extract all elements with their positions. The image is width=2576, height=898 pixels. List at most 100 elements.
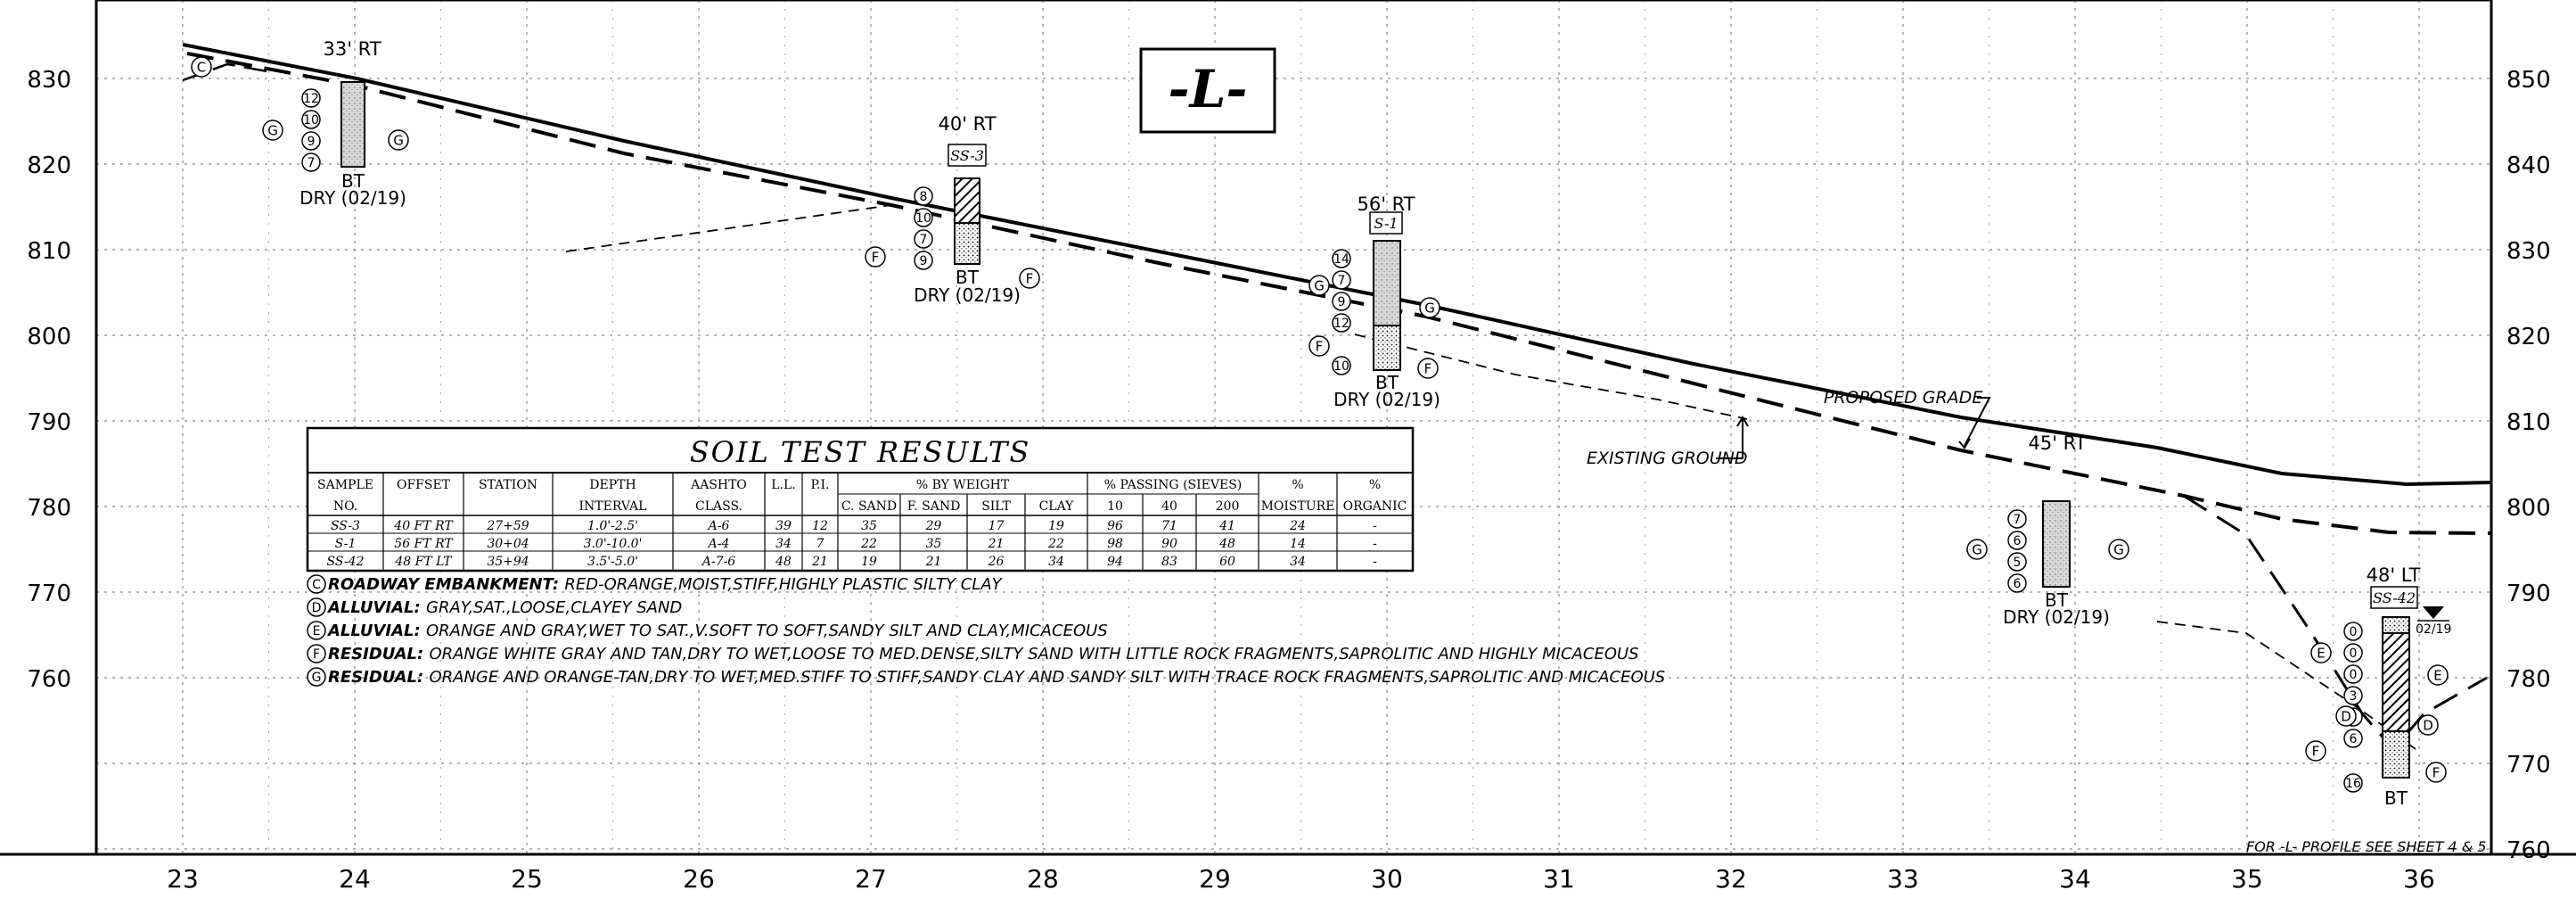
existing-ground-arrow	[1736, 416, 1749, 427]
boring-water: DRY (02/19)	[2003, 606, 2110, 628]
blow-count-circle	[2343, 773, 2363, 793]
table-cell: 96	[1107, 519, 1123, 533]
table-cell: SS-42	[327, 555, 365, 569]
left-elevation-axis: 830 820 810 800 790 780 770 760	[27, 67, 71, 693]
boring-water: 02/19	[2416, 622, 2451, 637]
existing-ground-line	[186, 52, 2492, 535]
blow-count-circle	[301, 88, 321, 108]
table-cell: 48 FT LT	[394, 555, 453, 569]
table-subheader: 200	[1216, 499, 1240, 514]
blow-count: 10	[915, 211, 931, 226]
boring-column-top	[1373, 240, 1401, 326]
legend-entry-title: RESIDUAL:	[328, 645, 429, 663]
title-box-label: -L-	[1169, 59, 1248, 119]
blow-count-circle	[2007, 552, 2027, 572]
boring-offset: 45' RT	[2028, 433, 2086, 454]
legend-entry-text: ORANGE AND GRAY,WET TO SAT.,V.SOFT TO SO…	[426, 622, 1108, 640]
blow-count: 9	[920, 254, 928, 268]
layer-symbol-circle	[2108, 539, 2129, 560]
elevation-tick-label-right: 800	[2506, 495, 2551, 522]
blow-count: 7	[1338, 274, 1346, 288]
boring-b4: 45' RT BT DRY (02/19) 7 6 5 6	[2003, 433, 2110, 628]
layer-symbol-circle	[388, 129, 409, 151]
blow-count-circle	[2007, 573, 2027, 593]
legend-entry-text: ORANGE WHITE GRAY AND TAN,DRY TO WET,LOO…	[429, 645, 1638, 663]
blow-count: 5	[2014, 556, 2022, 570]
existing-ground-label: EXISTING GROUND	[1587, 449, 1748, 468]
boring-column	[340, 81, 365, 168]
boring-column-bottom	[954, 222, 980, 265]
blow-count: 0	[2350, 625, 2358, 639]
table-cell: 35+94	[487, 555, 529, 569]
layer-symbol: E	[2317, 645, 2325, 661]
boring-bt: BT	[956, 267, 980, 288]
table-header: L.L.	[771, 478, 796, 492]
table-subheader: ORGANIC	[1343, 499, 1407, 514]
blow-count: 7	[2014, 513, 2022, 527]
blow-count-circle	[1332, 270, 1351, 290]
legend-symbol-circle	[307, 597, 326, 617]
boring-bt: BT	[2045, 589, 2069, 611]
elevation-tick-label-left: 820	[27, 152, 71, 179]
table-subheader: MOISTURE	[1261, 499, 1335, 514]
legend-entry-text: ORANGE AND ORANGE-TAN,DRY TO WET,MED.STI…	[429, 668, 1665, 687]
blow-count: 3	[2350, 689, 2358, 704]
blow-count: 7	[308, 156, 316, 170]
station-tick-label: 29	[1199, 864, 1231, 894]
blow-count: 6	[2014, 577, 2022, 591]
boring-b5: 48' LT SS-42 02/19 BT 00034616	[2343, 564, 2451, 809]
boring-column-bottom	[1373, 325, 1401, 371]
blow-count-circle	[1332, 292, 1351, 311]
elevation-tick-label-left: 790	[27, 409, 71, 436]
layer-symbol: G	[267, 122, 278, 138]
legend-symbol: G	[312, 671, 322, 685]
table-cell: 27+59	[486, 519, 529, 533]
elevation-tick-label-left: 760	[27, 666, 71, 693]
station-tick-label: 28	[1027, 864, 1059, 894]
boring-column-top	[954, 177, 980, 224]
table-cell: -	[1373, 555, 1377, 569]
blow-count-circle	[301, 152, 321, 172]
layer-symbol-circle	[1966, 539, 1988, 560]
layer-symbol: F	[2432, 764, 2441, 780]
station-tick-label: 23	[167, 864, 199, 894]
sample-tag-box	[948, 144, 987, 167]
elevation-tick-label-right: 770	[2506, 752, 2551, 779]
legend-symbol: E	[313, 624, 321, 638]
layer-symbol: G	[393, 132, 404, 148]
table-cell: 48	[1218, 537, 1235, 551]
legend-entry: ROADWAY EMBANKMENT: RED-ORANGE,MOIST,STI…	[328, 575, 1004, 594]
blow-count-circle	[2007, 531, 2027, 550]
boring-offset: 56' RT	[1357, 194, 1415, 215]
table-frame	[306, 426, 1415, 573]
blow-count: 10	[1333, 359, 1350, 374]
elevation-tick-label-right: 780	[2506, 666, 2551, 693]
blow-count: 10	[303, 113, 319, 128]
blow-count: 12	[1333, 317, 1350, 331]
station-tick-label: 30	[1371, 864, 1403, 894]
blow-count-circle	[2343, 622, 2363, 641]
table-header: STATION	[479, 478, 537, 492]
table-subheader: CLASS.	[695, 499, 742, 514]
layer-symbol-circle	[2335, 705, 2357, 727]
blow-count-circle	[2007, 509, 2027, 529]
blow-count-circle	[301, 131, 321, 151]
blow-count: 16	[2345, 777, 2361, 791]
layer-symbol-circle	[2310, 642, 2332, 663]
table-cell: 71	[1161, 519, 1177, 533]
table-header: % PASSING (SIEVES)	[1104, 478, 1243, 492]
proposed-grade-arrow	[1958, 438, 1971, 449]
table-header: SAMPLE	[317, 478, 373, 492]
legend-symbol-circle	[307, 667, 326, 687]
layer-symbol-circle	[2425, 762, 2447, 783]
boring-water: DRY (02/19)	[914, 284, 1021, 306]
table-cell: 30+04	[487, 537, 529, 551]
boring-column-top	[2382, 616, 2410, 634]
legend-entry: RESIDUAL: ORANGE WHITE GRAY AND TAN,DRY …	[328, 645, 1639, 663]
elevation-tick-label-right: 790	[2506, 581, 2551, 607]
existing-ground-leader	[1716, 419, 1743, 459]
station-tick-label: 24	[339, 864, 371, 894]
layer-symbol-circle	[191, 56, 212, 78]
